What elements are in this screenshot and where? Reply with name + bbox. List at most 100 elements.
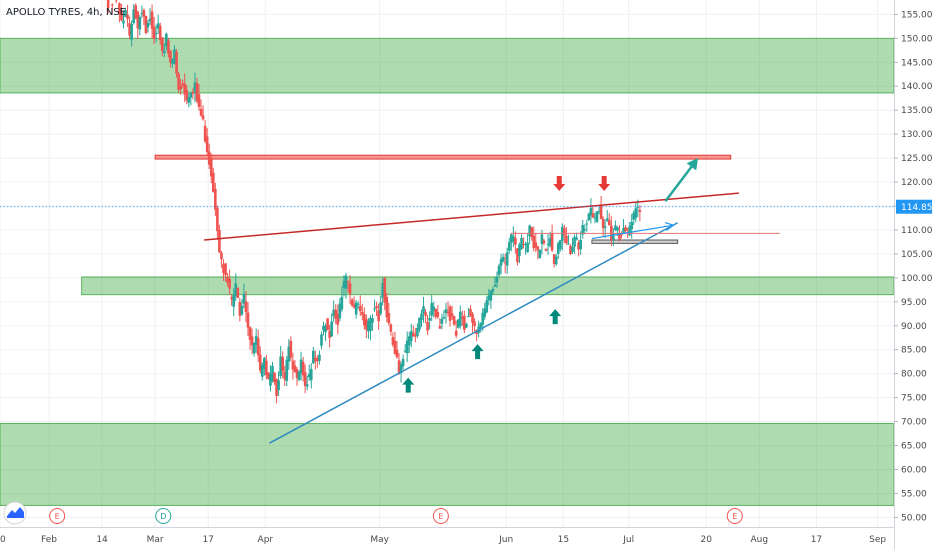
earnings-marker[interactable]: E bbox=[726, 508, 743, 524]
candle-body bbox=[158, 25, 162, 40]
candle-body bbox=[236, 287, 240, 298]
candle-body bbox=[412, 332, 415, 337]
candle-body bbox=[154, 33, 158, 35]
candle-body bbox=[183, 83, 187, 95]
arrow-shaft bbox=[664, 162, 696, 202]
candle-body bbox=[558, 240, 562, 250]
candle-body bbox=[467, 316, 470, 318]
candle-body bbox=[587, 213, 591, 221]
candle-body bbox=[399, 364, 403, 374]
candle-body bbox=[595, 211, 599, 222]
price-tick-label: 65.00 bbox=[901, 442, 927, 452]
candle-body bbox=[358, 305, 362, 312]
candle-body bbox=[230, 296, 233, 300]
time-tick-label: 17 bbox=[811, 535, 822, 545]
support-zone bbox=[0, 423, 895, 506]
time-tick-label: Feb bbox=[41, 535, 57, 545]
candle-body bbox=[244, 301, 248, 313]
price-tick-label: 150.00 bbox=[901, 34, 932, 44]
candle-body bbox=[381, 282, 385, 298]
candle-body bbox=[303, 372, 307, 387]
time-tick-label: Sep bbox=[869, 535, 886, 545]
candle-body bbox=[240, 305, 244, 315]
candle-body bbox=[144, 15, 148, 33]
candle-body bbox=[563, 228, 566, 236]
candle-body bbox=[554, 256, 558, 265]
candle-body bbox=[577, 242, 580, 250]
candle-body bbox=[393, 340, 397, 354]
candle-body bbox=[550, 233, 554, 251]
candle-body bbox=[603, 226, 607, 228]
candle-body bbox=[354, 302, 358, 315]
candle-body bbox=[177, 73, 180, 90]
candle-body bbox=[295, 369, 299, 378]
candle-body bbox=[491, 288, 495, 292]
candle-body bbox=[181, 83, 184, 86]
candle-body bbox=[318, 354, 321, 361]
dividend-marker[interactable]: D bbox=[155, 508, 172, 524]
candle-body bbox=[385, 296, 389, 318]
price-tick-label: 50.00 bbox=[901, 513, 927, 523]
chart-title: APOLLO TYRES, 4h, NSE bbox=[6, 7, 126, 18]
candle-body bbox=[115, 0, 118, 1]
candle-body bbox=[160, 37, 164, 52]
candle-body bbox=[193, 82, 197, 92]
candle-body bbox=[630, 221, 634, 230]
candle-body bbox=[505, 252, 509, 266]
price-tick-label: 145.00 bbox=[901, 58, 932, 68]
price-tick-label: 140.00 bbox=[901, 82, 932, 92]
candle-body bbox=[263, 358, 266, 370]
tradingview-logo-icon[interactable] bbox=[3, 501, 27, 525]
candle-body bbox=[593, 217, 597, 219]
down-arrow-icon bbox=[598, 176, 611, 192]
candle-body bbox=[448, 306, 452, 321]
candle-body bbox=[242, 293, 246, 304]
candle-body bbox=[389, 324, 393, 332]
candle-body bbox=[409, 331, 413, 342]
candle-body bbox=[473, 321, 476, 327]
candle-body bbox=[377, 310, 380, 322]
candle-body bbox=[312, 350, 315, 364]
candle-body bbox=[283, 371, 287, 380]
time-axis[interactable]: 20 Feb 14 Mar 17 Apr May Jun 15 Jul 20 Aug 17 Sep bbox=[0, 527, 894, 550]
candle-body bbox=[338, 303, 342, 319]
candle-body bbox=[638, 209, 642, 212]
candle-body bbox=[446, 311, 450, 314]
candle-body bbox=[124, 10, 127, 18]
candle-body bbox=[626, 228, 629, 230]
candle-body bbox=[163, 50, 166, 54]
price-tick-label: 90.00 bbox=[901, 322, 927, 332]
candle-body bbox=[360, 311, 364, 315]
candle-body bbox=[397, 360, 401, 374]
support-trendline bbox=[269, 222, 679, 444]
candle-body bbox=[142, 10, 146, 17]
earnings-marker[interactable]: E bbox=[432, 508, 449, 524]
candle-body bbox=[514, 237, 517, 245]
earnings-marker[interactable]: E bbox=[49, 508, 66, 524]
candle-body bbox=[134, 5, 138, 19]
candle-body bbox=[489, 290, 493, 301]
candle-body bbox=[471, 313, 474, 323]
price-tick-label: 80.00 bbox=[901, 370, 927, 380]
event-label: E bbox=[732, 512, 737, 521]
candle-body bbox=[548, 238, 552, 247]
candle-body bbox=[573, 236, 576, 247]
candle-body bbox=[458, 311, 462, 327]
candle-body bbox=[326, 318, 329, 331]
price-tick-label: 75.00 bbox=[901, 394, 927, 404]
candle-body bbox=[540, 234, 544, 244]
candle-body bbox=[320, 334, 323, 346]
candle-body bbox=[571, 247, 574, 252]
price-tick-label: 130.00 bbox=[901, 130, 932, 140]
candle-body bbox=[387, 313, 391, 324]
candle-body bbox=[316, 358, 319, 362]
event-label: E bbox=[55, 512, 60, 521]
candle-body bbox=[436, 311, 440, 318]
candle-body bbox=[516, 248, 519, 263]
price-axis[interactable]: 155.00 150.00 145.00 140.00 135.00 130.00 125.… bbox=[894, 0, 932, 550]
candle-body bbox=[254, 336, 258, 346]
candle-body bbox=[444, 309, 448, 314]
candle-body bbox=[187, 96, 191, 103]
candle-body bbox=[391, 337, 395, 345]
candle-body bbox=[463, 315, 466, 330]
